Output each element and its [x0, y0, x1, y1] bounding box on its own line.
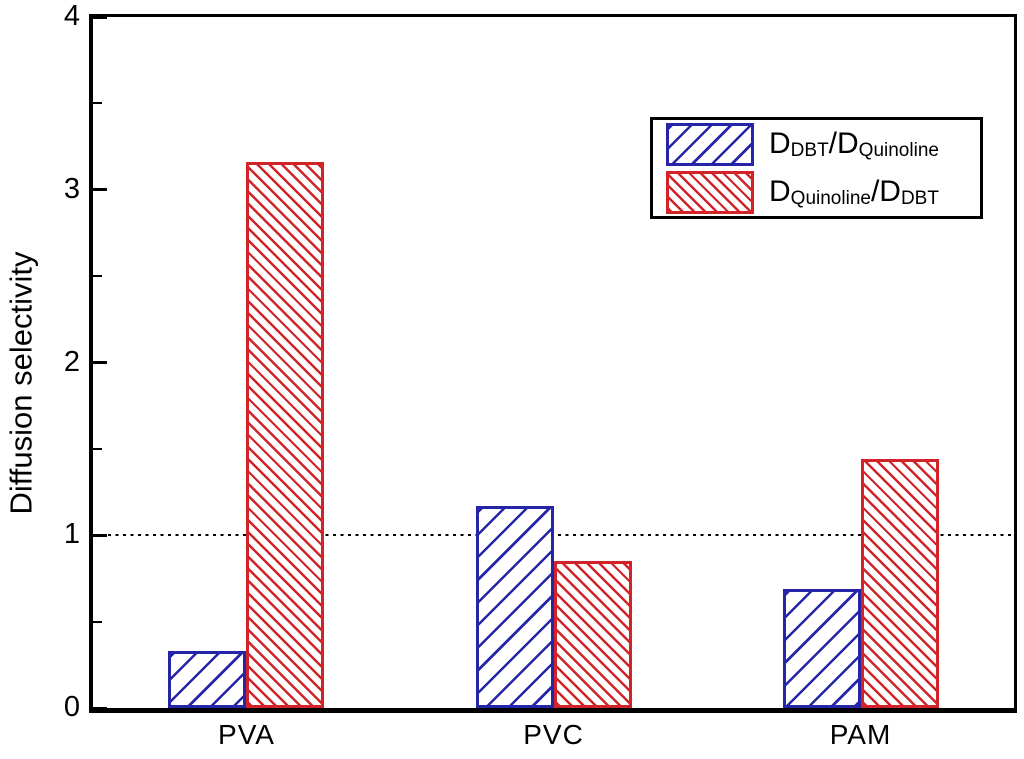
y-major-tick: [93, 706, 107, 710]
legend-label: DQuinoline/DDBT: [769, 174, 939, 209]
x-tick-label-pva: PVA: [218, 719, 275, 750]
y-tick-label: 3: [63, 172, 80, 205]
legend-swatch-red-hatch: [666, 170, 754, 214]
y-axis-title: Diffusion selectivity: [3, 251, 39, 515]
bar-pam-dbt-over-quinoline: [782, 588, 861, 708]
x-tick-label-pam: PAM: [829, 719, 892, 750]
legend: DDBT/DQuinoline DQuinoline/DDBT: [650, 117, 983, 219]
bar-pva-quinoline-over-dbt: [246, 162, 325, 708]
y-major-tick: [93, 188, 107, 192]
legend-item-dbt-over-quinoline: DDBT/DQuinoline: [666, 122, 980, 166]
y-major-tick: [93, 15, 107, 19]
y-major-tick: [93, 361, 107, 364]
bar-pam-quinoline-over-dbt: [860, 459, 939, 708]
y-tick-label: 4: [63, 0, 80, 32]
y-minor-tick: [93, 620, 102, 623]
legend-item-quinoline-over-dbt: DQuinoline/DDBT: [666, 170, 980, 214]
y-major-tick: [93, 533, 107, 537]
x-tick-label-pvc: PVC: [523, 719, 584, 750]
y-tick-label: 2: [63, 345, 80, 378]
y-tick-label: 1: [63, 518, 80, 551]
y-minor-tick: [93, 447, 102, 450]
y-minor-tick: [93, 275, 102, 278]
bar-pvc-quinoline-over-dbt: [553, 561, 632, 708]
legend-swatch-blue-hatch: [666, 122, 754, 166]
y-minor-tick: [93, 102, 102, 105]
bar-pvc-dbt-over-quinoline: [475, 505, 554, 708]
reference-line-y1: [93, 534, 1014, 537]
y-tick-label: 0: [63, 690, 80, 723]
bar-pva-dbt-over-quinoline: [168, 651, 247, 708]
legend-label: DDBT/DQuinoline: [769, 126, 939, 161]
